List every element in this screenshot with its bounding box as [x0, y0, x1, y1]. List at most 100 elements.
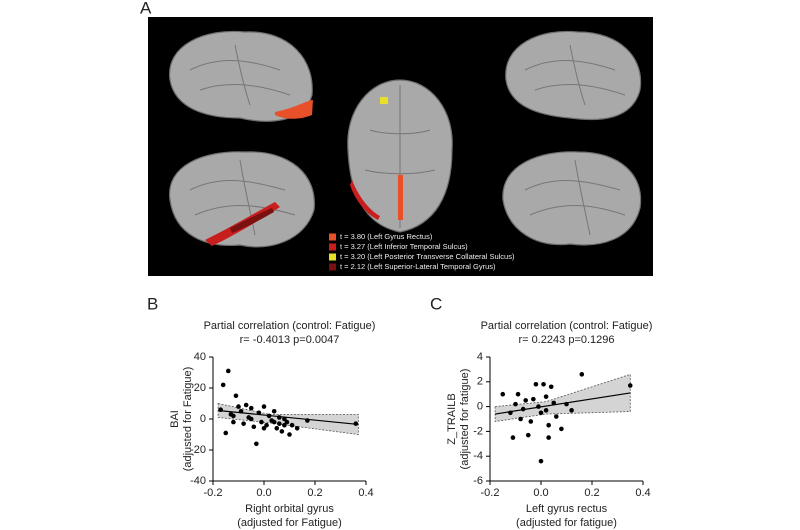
- panel-label: B: [147, 294, 158, 313]
- data-point: [271, 419, 277, 425]
- y-tick-label: 40: [194, 351, 206, 363]
- chart-subtitle: r= 0.2243 p=0.1296: [518, 334, 614, 346]
- data-point: [579, 372, 585, 377]
- legend-swatch: [329, 253, 336, 261]
- panel-label: C: [430, 294, 442, 313]
- y-tick-label: 0: [477, 401, 483, 413]
- legend-swatch: [329, 233, 336, 241]
- data-point: [353, 421, 359, 426]
- data-point: [220, 382, 226, 388]
- confidence-band: [217, 403, 359, 435]
- confidence-band: [494, 373, 631, 422]
- data-point: [500, 391, 506, 397]
- data-point: [259, 419, 264, 425]
- data-point: [543, 408, 549, 413]
- data-point: [538, 458, 544, 464]
- data-point: [538, 410, 544, 416]
- data-point: [528, 419, 534, 424]
- y-axis-label: BAI: [169, 410, 181, 428]
- data-point: [233, 393, 239, 399]
- data-point: [287, 432, 292, 437]
- y-axis-label: (adjusted for Fatigue): [182, 367, 194, 472]
- data-point: [241, 421, 246, 426]
- data-point: [277, 421, 282, 426]
- data-point: [274, 426, 280, 431]
- data-point: [533, 381, 539, 387]
- data-point: [508, 410, 513, 416]
- data-point: [226, 368, 231, 374]
- chart-title: Partial correlation (control: Fatigue): [481, 320, 653, 332]
- x-tick-label: 0.2: [307, 487, 322, 499]
- data-point: [515, 391, 521, 397]
- x-axis-label: (adjusted for Fatigue): [237, 517, 342, 529]
- data-point: [531, 396, 536, 402]
- data-point: [513, 401, 518, 407]
- data-point: [251, 424, 257, 430]
- data-point: [546, 435, 551, 440]
- y-tick-label: -2: [473, 425, 483, 437]
- x-tick-label: 0.4: [358, 487, 373, 499]
- x-axis-label: Right orbital gyrus: [245, 503, 334, 515]
- data-point: [248, 405, 254, 411]
- data-point: [541, 381, 546, 387]
- legend-swatch: [329, 243, 336, 251]
- data-point: [248, 416, 254, 422]
- y-tick-label: -6: [473, 475, 483, 487]
- data-point: [510, 435, 516, 440]
- data-point: [261, 404, 267, 409]
- legend-label: t = 2.12 (Left Superior-Lateral Temporal…: [340, 262, 496, 271]
- data-point: [261, 426, 267, 431]
- y-axis-label: (adjusted for fatigue): [459, 369, 471, 470]
- data-point: [231, 413, 236, 419]
- y-tick-label: 2: [477, 376, 483, 388]
- data-point: [277, 415, 282, 420]
- data-point: [543, 394, 549, 399]
- data-point: [289, 422, 295, 428]
- data-point: [627, 383, 633, 388]
- data-point: [551, 400, 557, 406]
- data-point: [264, 422, 269, 428]
- legend: t = 3.80 (Left Gyrus Rectus)t = 3.27 (Le…: [329, 232, 515, 271]
- x-tick-label: 0.4: [635, 487, 650, 499]
- data-point: [525, 432, 531, 438]
- data-point: [564, 401, 569, 407]
- data-point: [266, 413, 272, 419]
- y-tick-label: 0: [200, 413, 206, 425]
- data-point: [279, 429, 285, 434]
- x-tick-label: 0.2: [584, 487, 599, 499]
- data-point: [284, 419, 290, 425]
- data-point: [256, 410, 262, 416]
- data-point: [305, 418, 310, 423]
- data-point: [243, 402, 249, 408]
- data-point: [536, 404, 541, 409]
- chart-title: Partial correlation (control: Fatigue): [204, 320, 376, 332]
- x-tick-label: -0.2: [204, 487, 223, 499]
- data-point: [548, 384, 554, 390]
- y-tick-label: -4: [473, 450, 483, 462]
- region: [380, 97, 388, 104]
- data-point: [520, 406, 526, 412]
- gyri: [189, 44, 626, 236]
- x-axis-label: Left gyrus rectus: [526, 503, 608, 515]
- chart-subtitle: r= -0.4013 p=0.0047: [240, 334, 340, 346]
- y-tick-label: -20: [190, 444, 206, 456]
- x-tick-label: -0.2: [481, 487, 500, 499]
- data-point: [554, 414, 559, 419]
- region: [398, 175, 403, 220]
- data-point: [546, 422, 551, 428]
- data-point: [282, 416, 287, 422]
- x-axis-label: (adjusted for fatigue): [516, 517, 617, 529]
- y-tick-label: -40: [190, 475, 206, 487]
- legend-label: t = 3.80 (Left Gyrus Rectus): [340, 232, 433, 241]
- region: [230, 208, 274, 233]
- data-point: [294, 426, 300, 431]
- y-tick-label: 4: [477, 351, 483, 363]
- data-point: [238, 408, 244, 414]
- data-point: [223, 430, 229, 436]
- legend-label: t = 3.27 (Left Inferior Temporal Sulcus): [340, 242, 468, 251]
- y-axis-label: Z_TRAILB: [446, 393, 458, 444]
- fit-line: [495, 392, 631, 415]
- legend-swatch: [329, 263, 336, 271]
- data-point: [218, 407, 223, 413]
- region: [350, 180, 380, 220]
